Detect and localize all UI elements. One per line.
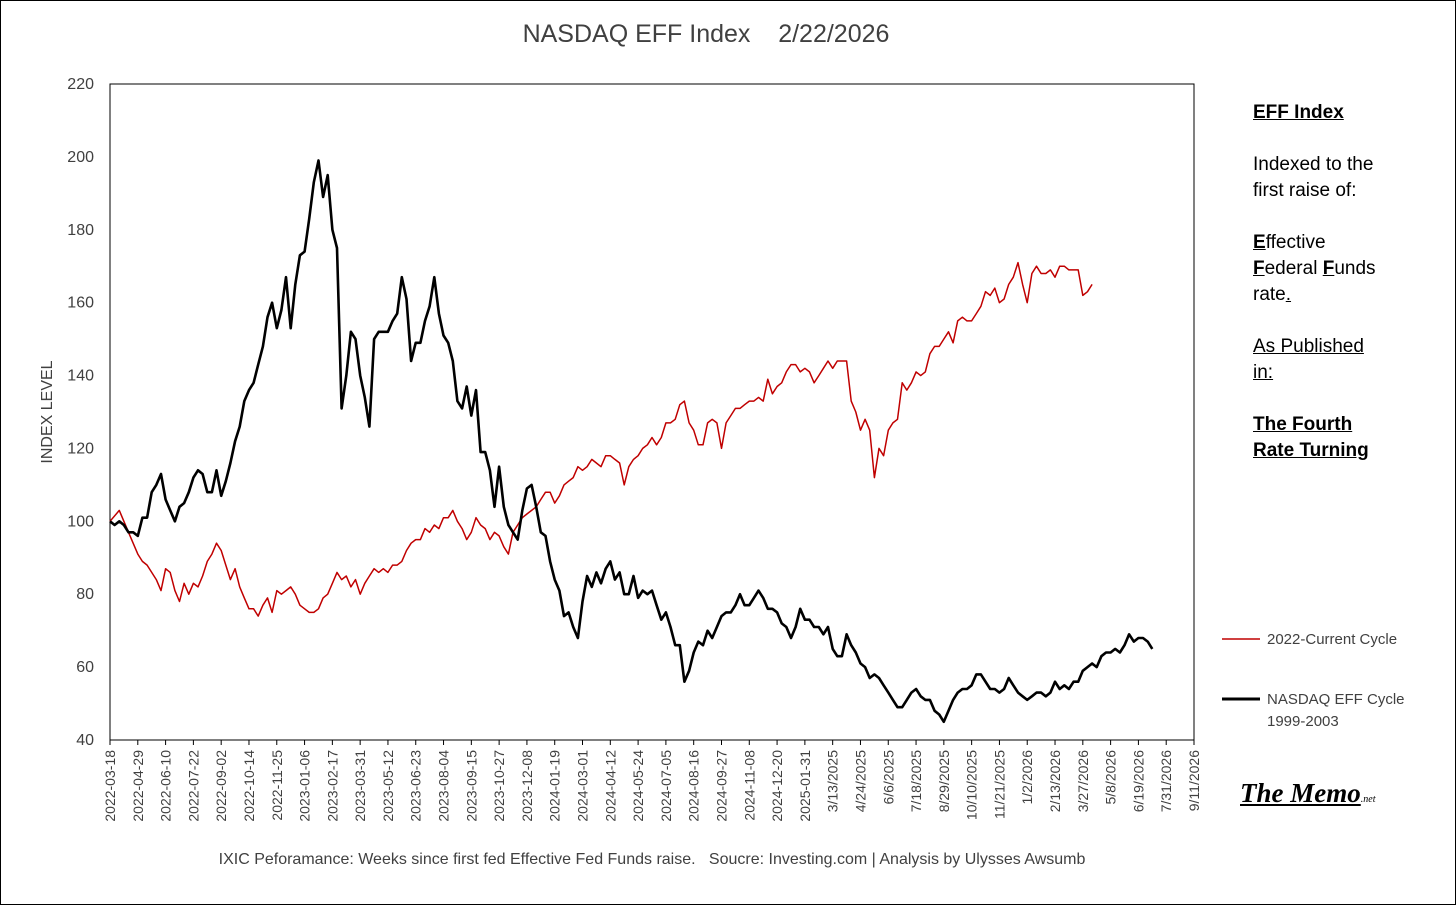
side-note-f2-rest: unds bbox=[1334, 258, 1376, 279]
x-tick-label: 2022-09-02 bbox=[213, 750, 229, 822]
plot-area bbox=[109, 83, 1195, 741]
x-tick-label: 2022-07-22 bbox=[185, 750, 201, 822]
side-note-f2-initial: F bbox=[1322, 258, 1335, 279]
x-tick-label: 2025-01-31 bbox=[797, 750, 813, 822]
x-tick-label: 2023-09-15 bbox=[463, 750, 479, 822]
side-note-rate-word: rate bbox=[1253, 284, 1286, 305]
y-tick-label: 180 bbox=[67, 222, 94, 239]
y-tick-label: 220 bbox=[67, 76, 94, 93]
y-tick-label: 160 bbox=[67, 295, 94, 312]
y-tick-label: 60 bbox=[76, 659, 94, 676]
legend-label-current: 2022-Current Cycle bbox=[1267, 631, 1397, 648]
side-note-federal-funds: Federal Funds bbox=[1253, 256, 1443, 282]
x-tick-label: 2022-03-18 bbox=[102, 750, 118, 822]
side-note-heading: EFF Index bbox=[1253, 102, 1344, 123]
side-note-f1-initial: F bbox=[1253, 258, 1265, 279]
x-tick-label: 8/29/2025 bbox=[936, 750, 952, 812]
y-axis-label: INDEX LEVEL bbox=[39, 360, 56, 463]
side-note-line2: first raise of: bbox=[1253, 180, 1357, 201]
x-tick-label: 7/31/2026 bbox=[1158, 750, 1174, 812]
x-tick-label: 10/10/2025 bbox=[964, 750, 980, 820]
y-tick-label: 80 bbox=[76, 586, 94, 603]
series-line-current-cycle bbox=[109, 261, 1093, 617]
x-tick-label: 9/11/2026 bbox=[1186, 750, 1202, 811]
y-axis: 40 60 80 100 120 140 160 180 200 220 bbox=[67, 76, 94, 749]
x-tick-label: 3/27/2026 bbox=[1075, 750, 1091, 812]
side-note-published-line1: As Published bbox=[1253, 336, 1364, 357]
x-tick-label: 2024-01-19 bbox=[547, 750, 563, 822]
x-tick-label: 6/6/2025 bbox=[880, 750, 896, 805]
x-tick-label: 5/8/2026 bbox=[1103, 750, 1119, 805]
x-tick-label: 3/13/2025 bbox=[825, 750, 841, 812]
x-tick-label: 2024-03-01 bbox=[575, 750, 591, 822]
x-tick-label: 2022-04-29 bbox=[130, 750, 146, 822]
x-tick-label: 2023-06-23 bbox=[408, 750, 424, 822]
side-note-rate-dot: . bbox=[1285, 284, 1292, 305]
logo: The Memo.net bbox=[1240, 778, 1375, 809]
x-tick-label: 2023-10-27 bbox=[491, 750, 507, 822]
legend-label-historic-line2: 1999-2003 bbox=[1267, 713, 1339, 730]
side-note-book-line2: Rate Turning bbox=[1253, 440, 1369, 461]
x-tick-label: 4/24/2025 bbox=[852, 750, 868, 812]
x-tick-label: 2023-05-12 bbox=[380, 750, 396, 822]
side-note-published-line2: in: bbox=[1253, 362, 1274, 383]
y-tick-label: 100 bbox=[67, 513, 94, 530]
x-tick-label: 2024-11-08 bbox=[741, 750, 757, 821]
x-tick-label: 2023-01-06 bbox=[297, 750, 313, 822]
side-note-line1: Indexed to the bbox=[1253, 154, 1374, 175]
x-tick-label: 2024-05-24 bbox=[630, 750, 646, 822]
side-note-e-initial: E bbox=[1253, 232, 1266, 253]
y-tick-label: 140 bbox=[67, 368, 94, 385]
x-tick-label: 2023-03-31 bbox=[352, 750, 368, 822]
x-tick-label: 2024-12-20 bbox=[769, 750, 785, 822]
x-tick-label: 6/19/2026 bbox=[1130, 750, 1146, 812]
series-layer bbox=[109, 159, 1154, 724]
x-tick-label: 2/13/2026 bbox=[1047, 750, 1063, 812]
x-tick-label: 2022-06-10 bbox=[158, 750, 174, 822]
logo-suffix: .net bbox=[1360, 794, 1376, 805]
x-axis-label: IXIC Peforamance: Weeks since first fed … bbox=[219, 851, 1086, 868]
x-tick-label: 2022-11-25 bbox=[269, 750, 285, 821]
x-tick-label: 2023-08-04 bbox=[436, 750, 452, 822]
x-tick-label: 2022-10-14 bbox=[241, 750, 257, 822]
x-tick-label: 2024-07-05 bbox=[658, 750, 674, 822]
x-tick-label: 2024-04-12 bbox=[602, 750, 618, 822]
side-note-e-rest: ffective bbox=[1265, 232, 1326, 253]
x-tick-label: 2023-02-17 bbox=[324, 750, 340, 822]
side-note-effective: Effective bbox=[1253, 230, 1443, 256]
series-line-historic-cycle bbox=[109, 159, 1154, 724]
y-tick-label: 120 bbox=[67, 440, 94, 457]
x-axis: 2022-03-18 2022-04-29 2022-06-10 2022-07-22… bbox=[102, 740, 1202, 822]
side-note-book-line1: The Fourth bbox=[1253, 414, 1353, 435]
y-tick-label: 200 bbox=[67, 149, 94, 166]
chart-title: NASDAQ EFF Index 2/22/2026 bbox=[523, 20, 890, 48]
side-note-f1-rest: ederal bbox=[1264, 258, 1323, 279]
side-note: EFF Index Indexed to the first raise of:… bbox=[1253, 100, 1443, 464]
legend-label-historic-line1: NASDAQ EFF Cycle bbox=[1267, 691, 1405, 708]
x-tick-label: 2024-08-16 bbox=[686, 750, 702, 822]
side-note-rate: rate. bbox=[1253, 282, 1443, 308]
x-tick-label: 7/18/2025 bbox=[908, 750, 924, 812]
x-tick-label: 2024-09-27 bbox=[713, 750, 729, 822]
x-tick-label: 1/2/2026 bbox=[1019, 750, 1035, 805]
x-tick-label: 2023-12-08 bbox=[519, 750, 535, 822]
legend: 2022-Current Cycle NASDAQ EFF Cycle 1999… bbox=[1222, 631, 1405, 730]
y-tick-label: 40 bbox=[76, 732, 94, 749]
logo-main: The Memo bbox=[1240, 778, 1361, 808]
x-tick-label: 11/21/2025 bbox=[991, 750, 1007, 819]
